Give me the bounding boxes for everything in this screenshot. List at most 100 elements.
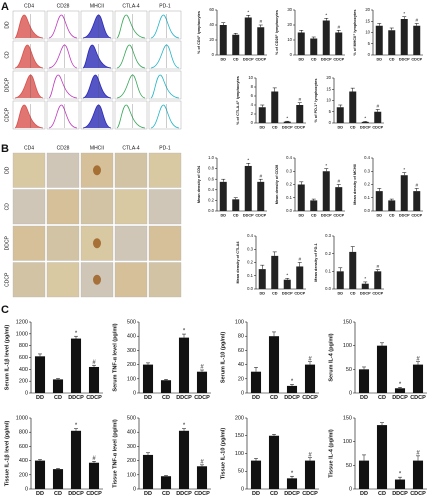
x-tick-label: DDCP bbox=[284, 491, 300, 497]
x-tick-label: CDCP bbox=[86, 491, 102, 497]
error-bar bbox=[254, 367, 258, 372]
y-axis-title: Serum IL-10 (pg/ml) bbox=[220, 332, 226, 384]
x-tick-label: CD bbox=[233, 214, 239, 218]
micrograph-image bbox=[12, 152, 46, 188]
bar bbox=[34, 460, 46, 489]
y-tick-label: 0 bbox=[212, 52, 215, 57]
y-tick-label: 20 bbox=[365, 7, 370, 12]
bar bbox=[296, 105, 304, 123]
y-tick-label: 0.0 bbox=[364, 208, 370, 213]
y-tick-label: 15 bbox=[365, 18, 370, 23]
y-tick-label: 4 bbox=[251, 102, 254, 107]
y-axis-title: Mean density of MCHII bbox=[353, 164, 357, 205]
y-tick-label: 2 bbox=[251, 111, 254, 116]
error-bar bbox=[299, 30, 304, 33]
bar bbox=[336, 271, 344, 289]
histogram-image bbox=[148, 70, 182, 100]
y-tick-label: 8 bbox=[251, 84, 254, 89]
y-tick-label: 100 bbox=[343, 439, 352, 445]
bar bbox=[412, 364, 424, 393]
bar bbox=[258, 107, 266, 123]
significance-marker: * bbox=[75, 423, 78, 429]
y-tick-label: 6 bbox=[251, 93, 254, 98]
bar bbox=[361, 121, 369, 123]
bar bbox=[142, 364, 154, 393]
error-bar bbox=[74, 335, 78, 339]
error-bar bbox=[398, 387, 402, 389]
x-tick-label: DDCP bbox=[321, 214, 332, 218]
x-tick-label: DD bbox=[338, 292, 344, 296]
bar bbox=[160, 380, 172, 393]
histogram-curve bbox=[14, 44, 44, 69]
error-bar bbox=[377, 23, 382, 26]
x-tick-label: DD bbox=[144, 491, 152, 497]
x-tick-label: DD bbox=[377, 214, 383, 218]
column-header: MHCII bbox=[90, 3, 104, 9]
y-tick-label: 50 bbox=[346, 367, 352, 373]
row-header: CDCP bbox=[4, 272, 10, 287]
bar bbox=[376, 345, 388, 393]
bar bbox=[374, 271, 382, 289]
y-axis-title: Tissue IL-10 (pg/ml) bbox=[220, 428, 226, 480]
bar bbox=[257, 27, 265, 55]
y-tick-label: 0.0 bbox=[286, 208, 292, 213]
y-tick-label: 20 bbox=[287, 22, 292, 27]
y-tick-label: 0.3 bbox=[364, 168, 370, 173]
bar bbox=[376, 425, 388, 489]
column-header: CD28 bbox=[57, 3, 70, 9]
significance-marker: * bbox=[399, 472, 402, 478]
error-bar bbox=[350, 87, 355, 92]
y-tick-label: 0 bbox=[133, 390, 136, 396]
y-tick-label: 10 bbox=[326, 98, 331, 103]
y-tick-label: 0.2 bbox=[325, 251, 331, 256]
y-tick-label: 200 bbox=[235, 415, 244, 421]
y-tick-label: 0.2 bbox=[364, 182, 370, 187]
micrograph-image bbox=[46, 152, 80, 188]
bar bbox=[413, 25, 421, 55]
column-header: CTLA-4 bbox=[122, 145, 139, 151]
y-tick-label: 0.2 bbox=[247, 260, 253, 265]
error-bar bbox=[146, 362, 150, 365]
error-bar bbox=[290, 384, 294, 386]
y-tick-label: 30 bbox=[287, 7, 292, 12]
x-tick-label: DDCP bbox=[392, 491, 408, 497]
y-tick-label: 0.4 bbox=[364, 155, 370, 160]
micrograph-image bbox=[80, 189, 114, 225]
significance-marker: # bbox=[308, 356, 312, 362]
bar bbox=[322, 20, 330, 55]
x-tick-label: DD bbox=[252, 395, 260, 401]
row-header: CDCP bbox=[4, 107, 10, 122]
error-bar bbox=[416, 455, 420, 461]
y-axis-title: Mean density of CD4 bbox=[197, 165, 201, 203]
y-tick-label: 100 bbox=[235, 451, 244, 457]
bar bbox=[375, 191, 383, 211]
significance-marker: # bbox=[200, 365, 204, 371]
error-bar bbox=[338, 104, 343, 108]
bar bbox=[361, 283, 369, 289]
error-bar bbox=[272, 87, 277, 92]
x-tick-label: DDCP bbox=[321, 58, 332, 62]
y-tick-label: 10 bbox=[248, 75, 253, 80]
x-tick-label: CDCP bbox=[255, 214, 266, 218]
x-tick-label: CD bbox=[378, 491, 386, 497]
y-tick-label: 0.3 bbox=[247, 246, 253, 251]
bar bbox=[52, 379, 64, 393]
histogram-image bbox=[46, 70, 80, 100]
y-tick-label: 80 bbox=[238, 334, 244, 340]
y-tick-label: 5 bbox=[329, 109, 332, 114]
y-tick-label: 800 bbox=[19, 430, 28, 436]
bar bbox=[400, 175, 408, 211]
bar bbox=[349, 251, 357, 289]
bar bbox=[178, 337, 190, 393]
x-tick-label: CDCP bbox=[302, 491, 318, 497]
significance-marker: # bbox=[298, 257, 301, 262]
bar bbox=[394, 479, 406, 489]
y-tick-label: 200 bbox=[127, 458, 136, 464]
bar bbox=[257, 181, 265, 211]
error-bar bbox=[308, 457, 312, 461]
bar bbox=[88, 462, 100, 489]
error-bar bbox=[56, 378, 60, 380]
x-tick-label: DDCP bbox=[282, 292, 293, 296]
bar bbox=[178, 430, 190, 489]
